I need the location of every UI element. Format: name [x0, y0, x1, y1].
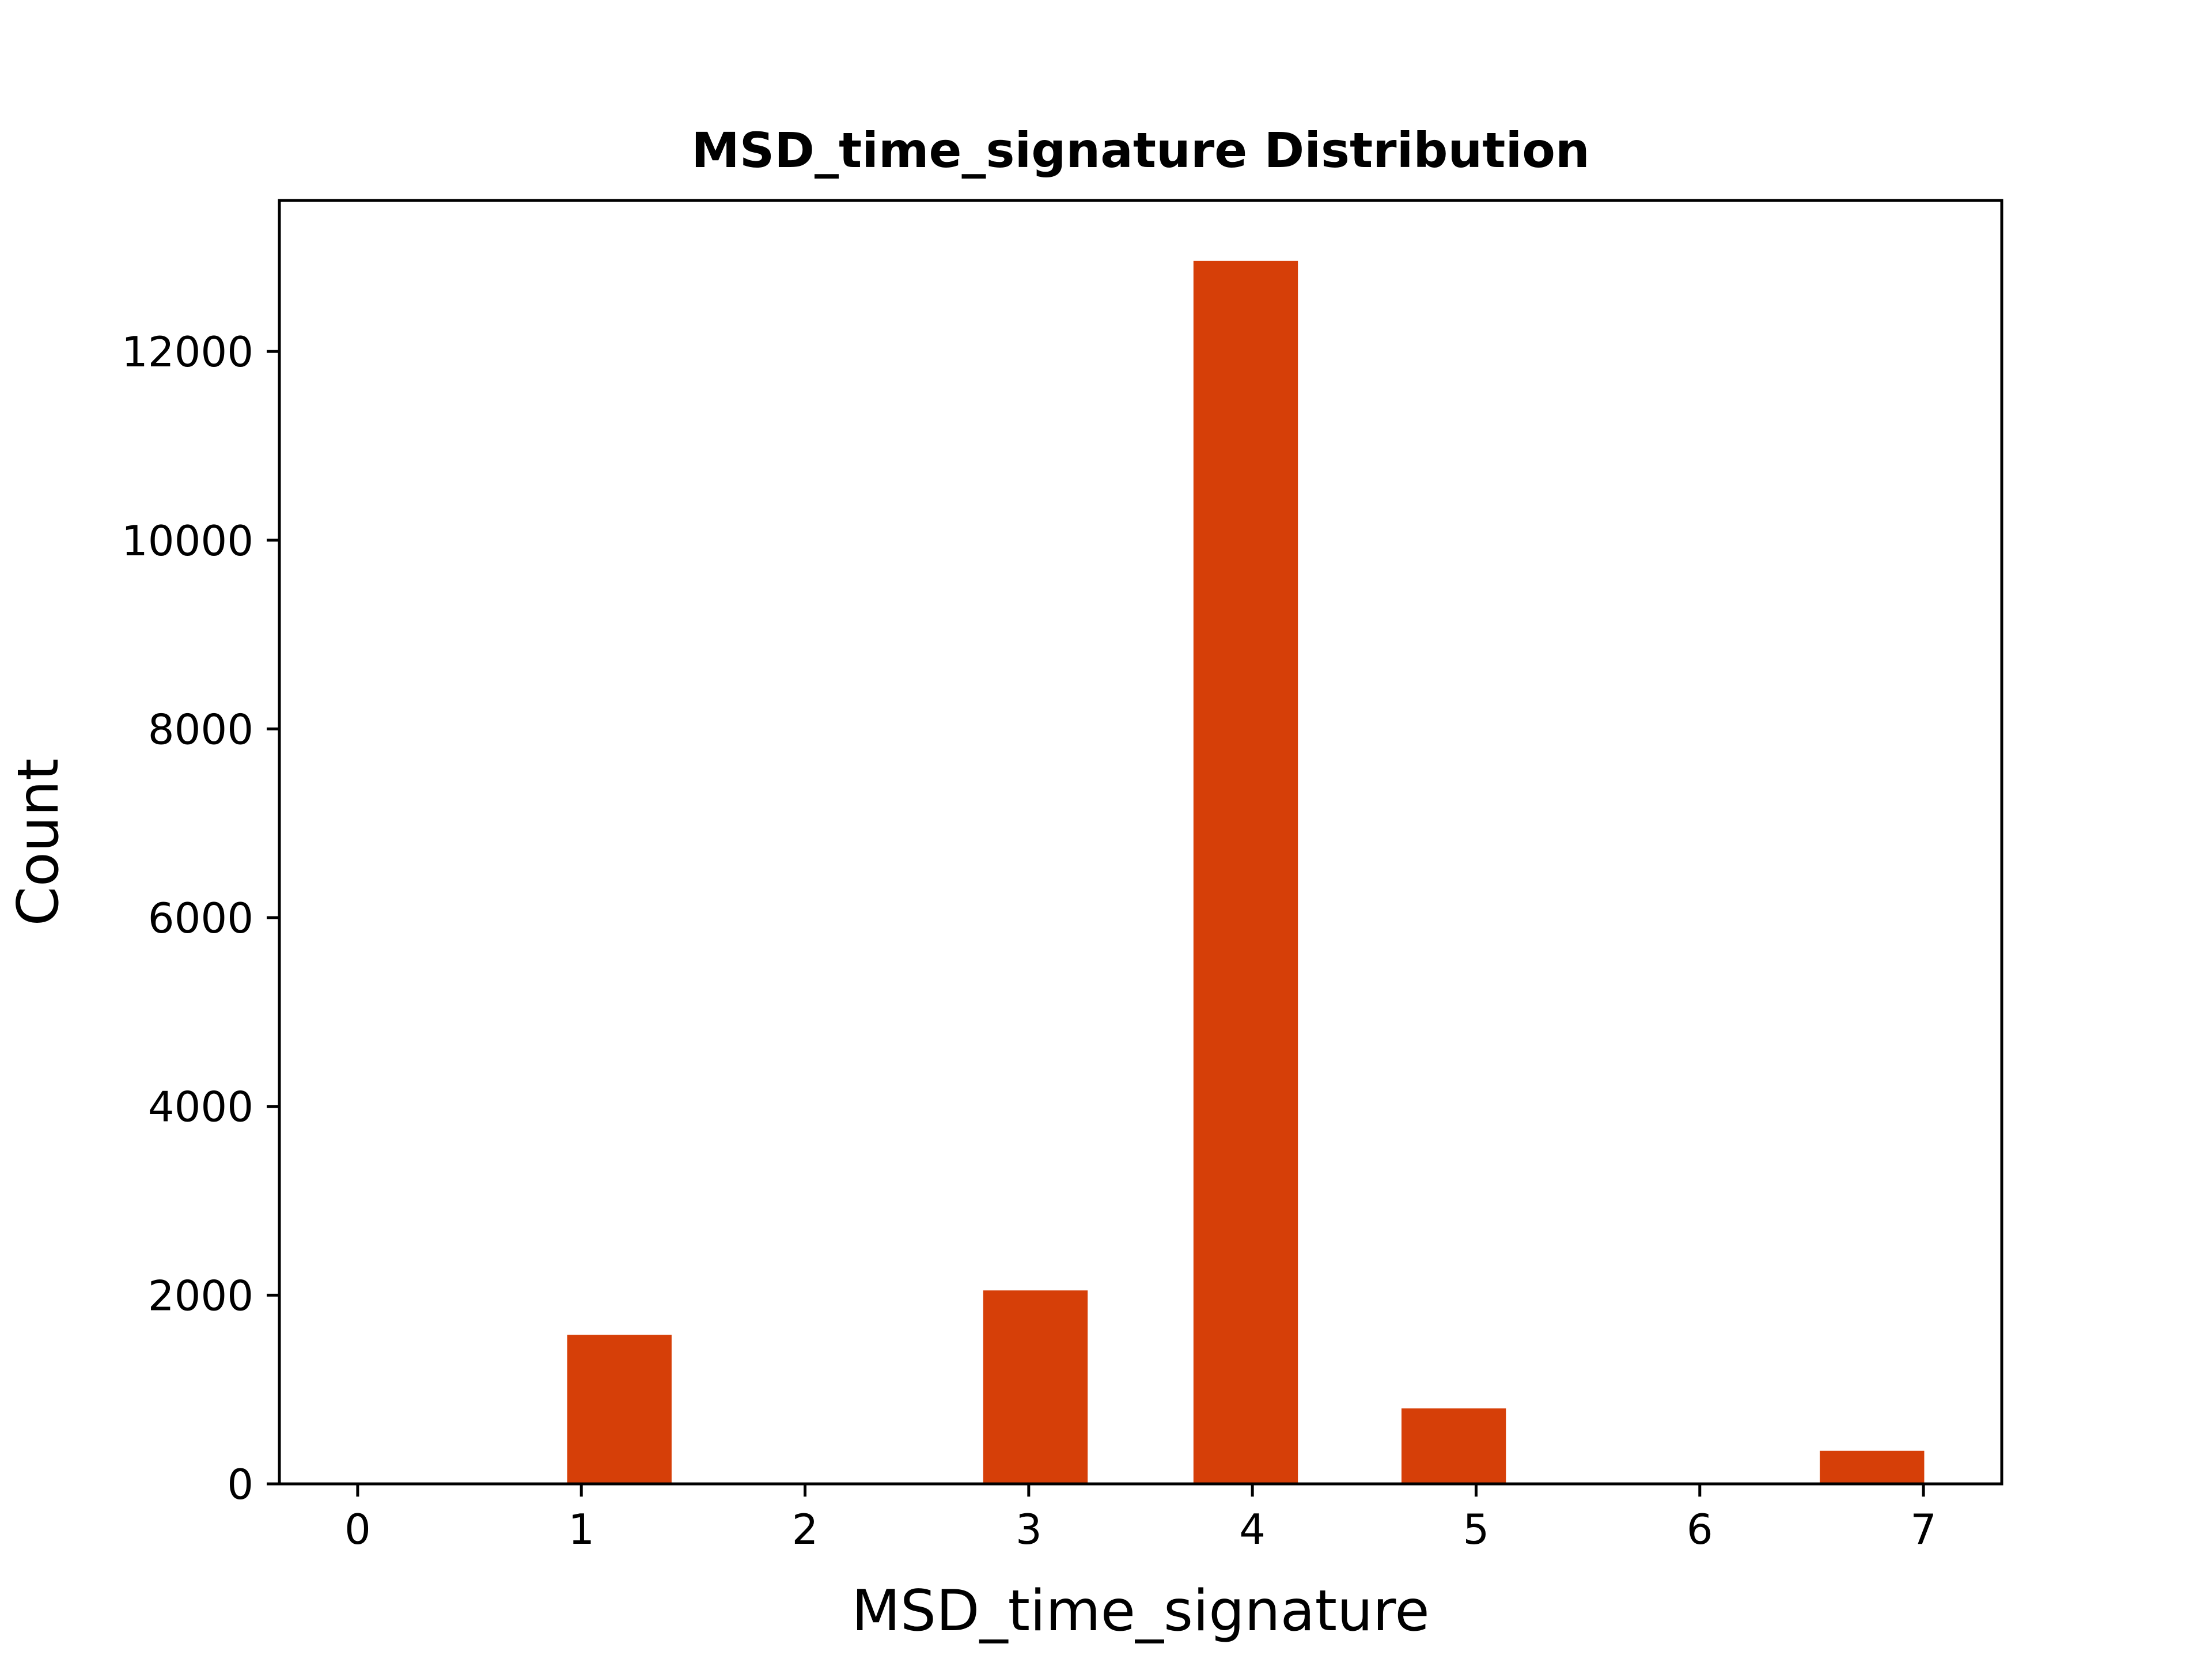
y-tick-label-0: 0: [227, 1460, 253, 1509]
x-tick-label-4: 4: [1239, 1505, 1266, 1554]
y-tick-label-2000: 2000: [148, 1271, 253, 1320]
x-tick-label-1: 1: [568, 1505, 594, 1554]
y-tick-label-10000: 10000: [122, 517, 253, 565]
x-tick-label-7: 7: [1910, 1505, 1937, 1554]
y-axis-ticks: 0 2000 4000 6000 8000 10000 12000: [122, 328, 279, 1509]
bar-2: [1193, 260, 1298, 1484]
x-axis-label: MSD_time_signature: [851, 1578, 1429, 1644]
bars: [567, 260, 1925, 1484]
plot-frame: [278, 199, 2003, 1486]
y-axis-label: Count: [6, 758, 71, 926]
y-tick-label-8000: 8000: [148, 705, 253, 753]
x-tick-label-3: 3: [1016, 1505, 1042, 1554]
bar-0: [567, 1335, 672, 1484]
x-tick-label-5: 5: [1463, 1505, 1490, 1554]
bar-1: [983, 1290, 1088, 1484]
bar-4: [1820, 1450, 1925, 1484]
y-tick-label-6000: 6000: [148, 894, 253, 942]
x-tick-label-6: 6: [1687, 1505, 1713, 1554]
chart-title: MSD_time_signature Distribution: [691, 122, 1590, 179]
x-tick-label-0: 0: [344, 1505, 371, 1554]
y-tick-label-12000: 12000: [122, 328, 253, 376]
x-axis-ticks: 0 1 2 3 4 5 6 7: [344, 1484, 1937, 1554]
bar-3: [1401, 1408, 1506, 1484]
x-tick-label-2: 2: [792, 1505, 819, 1554]
y-tick-label-4000: 4000: [148, 1083, 253, 1131]
